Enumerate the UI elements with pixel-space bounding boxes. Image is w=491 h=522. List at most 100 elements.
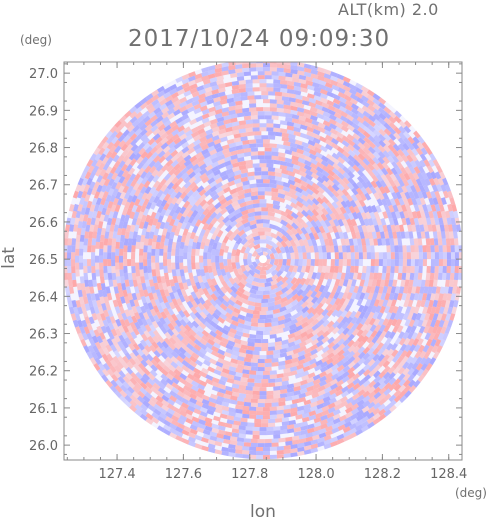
radar-echo-cell (444, 300, 451, 308)
radar-echo-cell (160, 373, 169, 382)
radar-echo-cell (345, 199, 353, 208)
radar-echo-cell (328, 238, 334, 247)
radar-echo-cell (222, 368, 230, 375)
radar-echo-cell (384, 179, 392, 188)
radar-echo-cell (187, 79, 196, 87)
radar-echo-cell (369, 238, 375, 246)
radar-echo-cell (267, 215, 276, 221)
radar-echo-cell (399, 211, 406, 219)
radar-echo-cell (278, 75, 286, 81)
radar-echo-cell (235, 62, 243, 65)
radar-echo-cell (107, 200, 114, 209)
radar-echo-cell (415, 197, 422, 206)
radar-echo-cell (363, 152, 371, 161)
radar-echo-cell (420, 279, 426, 287)
radar-echo-cell (151, 169, 159, 177)
radar-echo-cell (378, 398, 387, 406)
radar-echo-cell (153, 107, 162, 115)
radar-echo-cell (418, 325, 426, 334)
radar-echo-cell (418, 204, 424, 212)
radar-echo-cell (173, 411, 181, 419)
radar-echo-cell (159, 103, 168, 111)
radar-echo-cell (203, 184, 212, 192)
radar-echo-cell (195, 291, 202, 300)
radar-echo-cell (274, 216, 282, 223)
radar-echo-cell (240, 136, 248, 142)
radar-echo-cell (351, 279, 357, 287)
radar-echo-cell (207, 338, 215, 346)
radar-echo-cell (167, 112, 176, 120)
radar-echo-cell (456, 224, 462, 232)
radar-echo-cell (191, 131, 199, 138)
radar-echo-cell (116, 276, 121, 284)
radar-echo-cell (276, 144, 284, 149)
radar-echo-cell (198, 193, 207, 202)
radar-echo-cell (69, 224, 75, 232)
radar-echo-cell (216, 433, 224, 439)
radar-echo-cell (227, 335, 236, 343)
radar-echo-cell (252, 199, 260, 204)
radar-echo-cell (311, 328, 320, 336)
radar-echo-cell (385, 173, 393, 182)
radar-echo-cell (181, 209, 189, 218)
radar-echo-cell (163, 119, 172, 128)
radar-echo-cell (106, 292, 113, 301)
radar-echo-cell (117, 340, 125, 349)
radar-echo-cell (257, 367, 265, 372)
radar-echo-cell (406, 362, 414, 371)
radar-echo-cell (310, 439, 319, 445)
radar-echo-cell (341, 140, 350, 148)
radar-echo-cell (290, 65, 298, 71)
radar-echo-cell (369, 272, 375, 280)
radar-echo-cell (211, 126, 220, 133)
radar-echo-cell (344, 272, 350, 280)
radar-echo-cell (381, 348, 390, 357)
radar-echo-cell (201, 143, 209, 151)
radar-echo-cell (147, 111, 156, 119)
radar-echo-cell (165, 95, 173, 103)
radar-echo-cell (346, 322, 354, 330)
radar-echo-cell (198, 419, 206, 426)
radar-echo-cell (171, 212, 179, 221)
radar-echo-cell (396, 161, 404, 169)
radar-echo-cell (340, 272, 346, 280)
radar-echo-cell (285, 239, 292, 248)
radar-echo-cell (286, 297, 294, 305)
radar-echo-cell (199, 140, 207, 148)
radar-echo-cell (155, 115, 164, 123)
radar-echo-cell (197, 287, 205, 296)
radar-echo-cell (356, 181, 364, 190)
radar-echo-cell (402, 367, 410, 376)
radar-echo-cell (398, 252, 403, 260)
radar-echo-cell (425, 147, 433, 156)
radar-echo-cell (275, 275, 284, 283)
radar-echo-cell (189, 83, 198, 90)
radar-echo-cell (337, 87, 346, 94)
radar-echo-cell (229, 290, 238, 299)
radar-echo-cell (185, 98, 194, 105)
radar-echo-cell (147, 335, 155, 344)
radar-echo-cell (188, 272, 194, 280)
radar-echo-cell (175, 398, 183, 406)
radar-echo-cell (199, 228, 206, 237)
radar-echo-cell (325, 425, 333, 432)
radar-echo-cell (201, 66, 209, 73)
radar-echo-cell (381, 167, 389, 176)
radar-echo-cell (383, 117, 392, 125)
radar-echo-cell (340, 200, 348, 209)
radar-echo-cell (358, 132, 366, 140)
radar-echo-cell (217, 189, 225, 197)
radar-echo-cell (165, 378, 174, 386)
radar-echo-cell (219, 313, 228, 321)
radar-echo-cell (337, 291, 345, 300)
radar-echo-cell (301, 306, 310, 314)
radar-echo-cell (152, 133, 161, 141)
radar-echo-cell (256, 219, 263, 224)
radar-echo-cell (143, 272, 149, 280)
radar-echo-cell (332, 93, 341, 101)
radar-echo-cell (233, 307, 241, 315)
radar-echo-cell (168, 342, 176, 351)
radar-echo-cell (197, 123, 206, 131)
radar-echo-cell (259, 431, 267, 436)
x-tick-label: 127.6 (165, 467, 202, 482)
